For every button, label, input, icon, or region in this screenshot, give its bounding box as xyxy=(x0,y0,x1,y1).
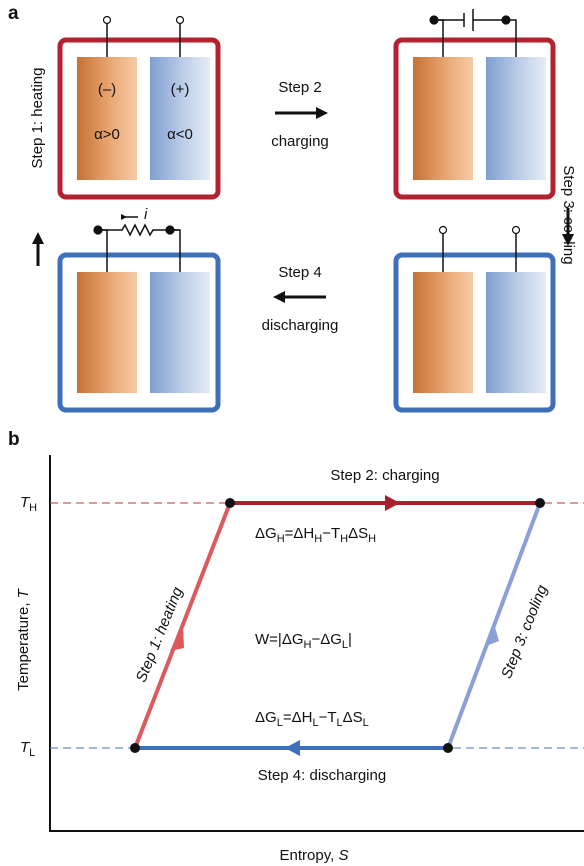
axis-variable: T xyxy=(15,587,32,598)
text-part: =ΔH xyxy=(285,525,315,542)
terminal xyxy=(104,17,111,24)
edge-heating xyxy=(135,503,230,748)
cell-orange xyxy=(77,57,137,180)
x-axis-label: Entropy, S xyxy=(280,847,349,864)
resistor xyxy=(98,217,178,235)
polarity: (+) xyxy=(171,81,190,98)
edge-label: Step 2: charging xyxy=(330,467,439,484)
text-part: −T xyxy=(319,709,337,726)
vertex xyxy=(443,743,453,753)
text-part: ΔS xyxy=(343,709,363,726)
vertex xyxy=(535,498,545,508)
coefficient: α>0 xyxy=(94,126,120,143)
cell-blue xyxy=(150,272,210,393)
text-part: −T xyxy=(322,525,340,542)
sub-text: H xyxy=(314,533,322,545)
text-part: ΔG xyxy=(255,525,277,542)
vertex xyxy=(225,498,235,508)
cell-orange xyxy=(413,57,473,180)
text-part: | xyxy=(348,631,352,648)
current-label: i xyxy=(144,206,148,223)
text-part: =ΔH xyxy=(283,709,313,726)
sub-text: L xyxy=(363,717,369,729)
step-label: Step 1: heating xyxy=(29,68,46,169)
text-part: Temperature, xyxy=(15,598,32,691)
coefficient: α<0 xyxy=(167,126,193,143)
y-axis-label: Temperature, T xyxy=(15,587,32,691)
step-action: discharging xyxy=(262,317,339,334)
wire xyxy=(170,230,180,272)
sub-text: H xyxy=(368,533,376,545)
equation: ΔGH=ΔHH−THΔSH xyxy=(255,525,376,545)
text-part: W=|ΔG xyxy=(255,631,304,648)
text-part: −ΔG xyxy=(311,631,341,648)
cell-orange xyxy=(413,272,473,393)
t-high: TH xyxy=(20,494,37,514)
cell-blue xyxy=(150,57,210,180)
cells xyxy=(60,16,553,410)
terminal xyxy=(513,227,520,234)
work: W=|ΔGH−ΔGL| xyxy=(255,631,352,651)
text-part: Entropy, xyxy=(280,847,339,864)
polarity: (–) xyxy=(98,81,116,98)
panel-label: b xyxy=(8,429,20,450)
edge-label: Step 4: discharging xyxy=(258,767,386,784)
arrowhead xyxy=(385,495,400,511)
battery xyxy=(433,9,508,31)
figure: a (–) α>0 (+) α<0 Step 2 charging Step 4… xyxy=(0,0,584,866)
terminal xyxy=(177,17,184,24)
panel-label: a xyxy=(8,3,19,24)
sub-text: H xyxy=(277,533,285,545)
cell-orange xyxy=(77,272,137,393)
sub-text: H xyxy=(29,502,37,514)
axis-variable: S xyxy=(338,847,348,864)
sub-text: H xyxy=(304,639,312,651)
text-part: ΔG xyxy=(255,709,277,726)
arrowhead xyxy=(170,625,184,651)
step-label: Step 2 xyxy=(278,79,321,96)
cell-blue xyxy=(486,57,546,180)
step-action: charging xyxy=(271,133,329,150)
sub-text: H xyxy=(340,533,348,545)
step-label: Step 4 xyxy=(278,264,321,281)
sub-text: L xyxy=(29,747,35,759)
terminal xyxy=(440,227,447,234)
cell-blue xyxy=(486,272,546,393)
wire xyxy=(98,230,107,272)
text-part: ΔS xyxy=(348,525,368,542)
arrowhead xyxy=(285,740,300,756)
equation: ΔGL=ΔHL−TLΔSL xyxy=(255,709,369,729)
t-low: TL xyxy=(20,739,35,759)
vertex xyxy=(130,743,140,753)
